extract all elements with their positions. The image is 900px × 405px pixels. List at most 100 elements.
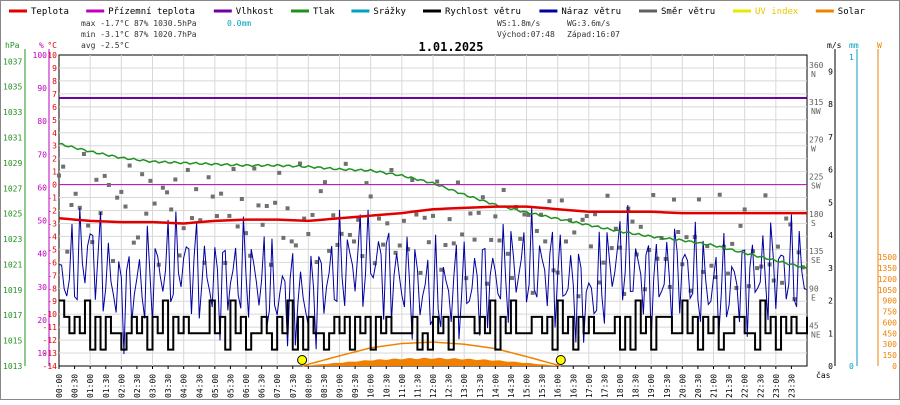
- legend-label: Vlhkost: [236, 7, 274, 17]
- tick-label-humidity: 30: [37, 283, 47, 292]
- x-tick-label: 11:30: [413, 374, 422, 398]
- wind-dir-point: [443, 243, 448, 248]
- series-solar-area: [302, 357, 561, 366]
- wind-dir-point: [115, 195, 120, 200]
- tick-label-temperature: -13: [43, 349, 58, 358]
- wind-dir-point: [210, 194, 215, 199]
- wind-dir-point: [148, 178, 153, 183]
- wind-dir-point: [173, 177, 178, 182]
- x-tick-label: 22:30: [756, 374, 765, 398]
- wind-dir-point: [696, 197, 701, 202]
- wind-dir-point: [676, 229, 681, 234]
- tick-label-temperature: -10: [43, 310, 58, 319]
- wind-dir-point: [763, 193, 768, 198]
- axis-unit-pressure: hPa: [5, 41, 20, 50]
- tick-label-direction: 315: [809, 98, 824, 107]
- wind-dir-point: [651, 192, 656, 197]
- wind-dir-point: [526, 212, 531, 217]
- wind-dir-point: [672, 197, 677, 202]
- tick-label-temperature: 8: [52, 77, 57, 86]
- tick-label-direction-name: NE: [811, 331, 821, 340]
- wind-dir-point: [726, 271, 731, 276]
- wind-dir-point: [90, 240, 95, 245]
- wind-dir-point: [563, 239, 568, 244]
- wind-dir-point: [780, 280, 785, 285]
- tick-label-precip: 1: [849, 53, 854, 62]
- wind-dir-point: [601, 260, 606, 265]
- wind-dir-point: [630, 219, 635, 224]
- tick-label-temperature: -6: [47, 258, 57, 267]
- wind-dir-point: [472, 237, 477, 242]
- wind-dir-point: [61, 164, 66, 169]
- wind-dir-point: [734, 286, 739, 291]
- wind-dir-point: [227, 213, 232, 218]
- x-tick-label: 02:30: [133, 374, 142, 398]
- x-tick-label: 07:00: [273, 374, 282, 398]
- tick-label-temperature: 10: [47, 51, 57, 60]
- wind-dir-point: [152, 201, 157, 206]
- wind-dir-point: [775, 244, 780, 249]
- x-tick-label: 10:30: [382, 374, 391, 398]
- x-tick-label: 13:30: [476, 374, 485, 398]
- tick-label-pressure: 1029: [3, 159, 22, 168]
- wind-dir-point: [185, 167, 190, 172]
- tick-label-pressure: 1037: [3, 57, 22, 66]
- stats-sunset: Západ:16:07: [567, 30, 620, 39]
- legend-label: Solar: [838, 7, 866, 17]
- tick-label-humidity: 60: [37, 183, 47, 192]
- tick-label-direction: 360: [809, 61, 824, 70]
- stats-avg: avg -2.5°C: [81, 41, 129, 50]
- wind-dir-point: [505, 251, 510, 256]
- tick-label-direction-name: S: [811, 219, 816, 228]
- tick-label-solar: 1200: [878, 275, 897, 284]
- tick-label-wind: 1: [828, 329, 833, 338]
- x-tick-label: 20:30: [694, 374, 703, 398]
- x-tick-label: 08:00: [304, 374, 313, 398]
- wind-dir-point: [638, 224, 643, 229]
- wind-dir-point: [393, 250, 398, 255]
- tick-label-humidity: 80: [37, 117, 47, 126]
- wind-dir-point: [235, 224, 240, 229]
- tick-label-pressure: 1021: [3, 260, 22, 269]
- wind-dir-point: [77, 205, 82, 210]
- wind-dir-point: [588, 244, 593, 249]
- wind-dir-point: [784, 216, 789, 221]
- wind-dir-point: [327, 248, 332, 253]
- wind-dir-point: [252, 166, 257, 171]
- tick-label-temperature: 6: [52, 103, 57, 112]
- tick-label-solar: 1350: [878, 264, 897, 273]
- wind-dir-point: [401, 218, 406, 223]
- tick-label-pressure: 1017: [3, 311, 22, 320]
- wind-dir-point: [347, 232, 352, 237]
- tick-label-direction: 225: [809, 173, 824, 182]
- tick-label-humidity: 40: [37, 250, 47, 259]
- wind-dir-point: [389, 167, 394, 172]
- wind-dir-point: [543, 239, 548, 244]
- tick-label-temperature: -8: [47, 284, 57, 293]
- tick-label-solar: 750: [883, 308, 898, 317]
- stats-sunrise: Východ:07:48: [497, 30, 555, 39]
- axis-unit-precip: mm: [849, 41, 859, 50]
- tick-label-direction: 45: [809, 322, 819, 331]
- wind-dir-point: [144, 211, 149, 216]
- x-tick-label: 11:00: [398, 374, 407, 398]
- x-tick-label: 06:30: [258, 374, 267, 398]
- stats-wind: WS:1.8m/s: [497, 19, 541, 28]
- wind-dir-point: [709, 263, 714, 268]
- wind-dir-point: [177, 253, 182, 258]
- wind-dir-point: [73, 191, 78, 196]
- legend-label: Srážky: [373, 7, 406, 17]
- tick-label-direction: 90: [809, 284, 819, 293]
- series-wind-speed: [59, 299, 808, 351]
- tick-label-wind: 6: [828, 166, 833, 175]
- wind-dir-point: [135, 235, 140, 240]
- wind-dir-point: [755, 266, 760, 271]
- wind-dir-point: [522, 212, 527, 217]
- tick-label-solar: 1500: [878, 253, 897, 262]
- wind-dir-point: [605, 193, 610, 198]
- wind-dir-point: [372, 261, 377, 266]
- wind-dir-point: [422, 215, 427, 220]
- wind-dir-point: [219, 191, 224, 196]
- wind-dir-point: [518, 236, 523, 241]
